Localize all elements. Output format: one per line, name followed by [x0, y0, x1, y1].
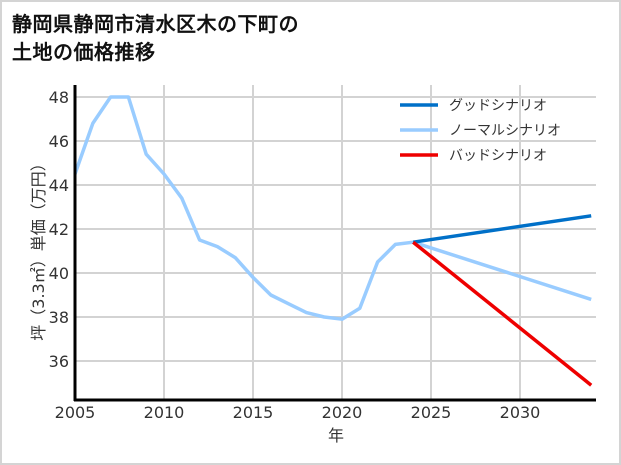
y-tick-label: 38 [49, 308, 69, 327]
x-tick-label: 2020 [322, 403, 363, 422]
legend-label: バッドシナリオ [449, 148, 547, 164]
series-line [412, 240, 593, 387]
x-tick-label: 2030 [500, 403, 541, 422]
legend-label: ノーマルシナリオ [449, 123, 561, 139]
y-tick-label: 40 [49, 264, 69, 283]
chart-title-line2: 土地の価格推移 [12, 40, 156, 64]
y-tick-label: 42 [49, 220, 69, 239]
axes [73, 80, 615, 405]
series-line [412, 214, 592, 244]
y-tick-label: 44 [49, 176, 69, 195]
x-tick-label: 2010 [144, 403, 185, 422]
y-axis-label: 坪（3.3㎡）単価（万円） [29, 155, 48, 340]
x-tick-label: 2025 [411, 403, 452, 422]
x-tick-label: 2015 [233, 403, 274, 422]
plot-right-mask [596, 80, 615, 405]
tick-labels: 36 38 40 42 44 46 48 2005 2010 2015 2020 2025 2030 [49, 88, 541, 422]
chart-title-line1: 静岡県静岡市清水区木の下町の [12, 12, 299, 36]
y-tick-label: 48 [49, 88, 69, 107]
y-tick-label: 46 [49, 132, 69, 151]
x-tick-label: 2005 [55, 403, 96, 422]
chart-title: 静岡県静岡市清水区木の下町の 土地の価格推移 [12, 10, 299, 66]
legend-label: グッドシナリオ [449, 98, 547, 114]
grid-lines [75, 85, 596, 400]
x-axis-label: 年 [328, 426, 344, 445]
series-lines [73, 95, 593, 387]
y-tick-label: 36 [49, 352, 69, 371]
series-line [73, 95, 592, 321]
